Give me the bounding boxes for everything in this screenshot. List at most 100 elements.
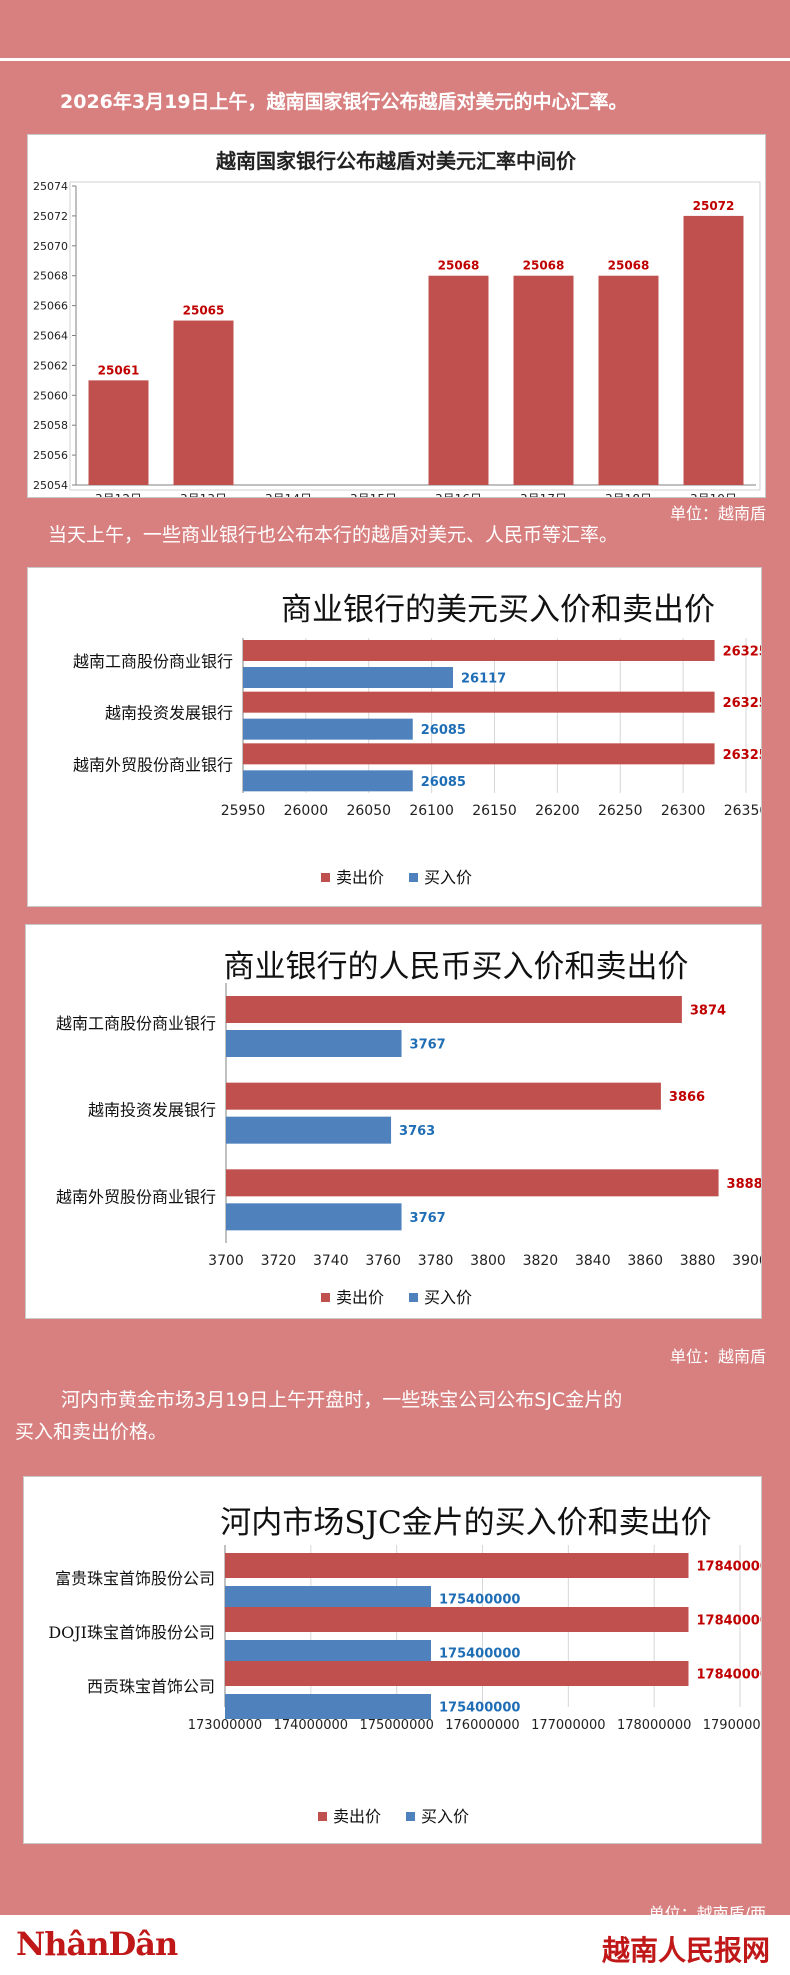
category-label: 西贡珠宝首饰公司 bbox=[87, 1677, 215, 1696]
bar bbox=[513, 275, 574, 485]
x-tick-label: 25950 bbox=[221, 803, 266, 819]
category-label: 越南外贸股份商业银行 bbox=[56, 1187, 216, 1206]
x-tick-label: 3月17日 bbox=[520, 492, 567, 497]
buy-bar bbox=[243, 770, 413, 792]
gold-chart: 河内市场SJC金片的买入价和卖出价 173000000 174000000 17500… bbox=[48, 1505, 762, 1826]
bar bbox=[598, 275, 659, 485]
data-label: 26325 bbox=[723, 748, 761, 763]
usd-card: 商业银行的美元买入价和卖出价 25950 26000 26050 26100 26150 2… bbox=[28, 568, 761, 906]
legend-swatch-sell bbox=[318, 1812, 327, 1821]
x-tick-label: 26200 bbox=[535, 803, 580, 819]
x-tick-label: 26050 bbox=[346, 803, 391, 819]
x-tick-label: 3780 bbox=[418, 1253, 454, 1269]
x-tick-label: 26150 bbox=[472, 803, 517, 819]
gold-intro-line-b: 买入和卖出价格。 bbox=[15, 1421, 168, 1443]
y-tick-label: 25070 bbox=[33, 240, 68, 253]
cny-card: 商业银行的人民币买入价和卖出价 3700 3720 3740 3760 3780 3800 3… bbox=[26, 925, 761, 1318]
category-label: 越南外贸股份商业银行 bbox=[73, 755, 233, 774]
sell-bar bbox=[226, 1082, 661, 1110]
y-tick-label: 25056 bbox=[33, 449, 68, 462]
buy-bar bbox=[226, 1203, 402, 1231]
data-label: 3767 bbox=[410, 1038, 446, 1053]
x-tick-label: 173000000 bbox=[188, 1718, 262, 1733]
data-label: 25072 bbox=[693, 199, 735, 213]
data-label: 178400000 bbox=[697, 1668, 762, 1683]
data-label: 25061 bbox=[98, 363, 140, 377]
y-tick-label: 25060 bbox=[33, 389, 68, 402]
legend-swatch-sell bbox=[321, 873, 330, 882]
x-tick-label: 3840 bbox=[575, 1253, 611, 1269]
x-tick-label: 26100 bbox=[409, 803, 454, 819]
x-tick-label: 26350 bbox=[724, 803, 761, 819]
data-label: 26117 bbox=[461, 672, 506, 687]
sell-bar bbox=[243, 743, 715, 765]
legend-swatch-buy bbox=[409, 873, 418, 882]
x-tick-label: 3760 bbox=[365, 1253, 401, 1269]
sell-bar bbox=[225, 1607, 689, 1632]
gold-intro: 河内市黄金市场3月19日上午开盘时，一些珠宝公司公布SJC金片的 买入和卖出价格… bbox=[15, 1384, 775, 1448]
sell-bar bbox=[243, 691, 715, 713]
data-label: 175400000 bbox=[439, 1593, 520, 1608]
legend-swatch-sell bbox=[321, 1293, 330, 1302]
x-tick-label: 3月12日 bbox=[95, 492, 142, 497]
category-label: 越南投资发展银行 bbox=[105, 704, 233, 723]
sell-bar bbox=[225, 1661, 689, 1686]
x-tick-label: 3月13日 bbox=[180, 492, 227, 497]
footer-bar: NhânDân 越南人民报网 bbox=[0, 1915, 790, 1975]
sell-bar bbox=[243, 640, 715, 661]
y-tick-label: 25074 bbox=[33, 180, 68, 193]
central-rate-card: 越南国家银行公布越盾对美元汇率中间价 25054 25056 25058 25060 25… bbox=[28, 135, 765, 497]
x-tick-label: 178000000 bbox=[617, 1718, 691, 1733]
x-tick-label: 179000000 bbox=[703, 1718, 761, 1733]
legend-label-sell: 卖出价 bbox=[336, 868, 384, 887]
legend-label-buy: 买入价 bbox=[421, 1807, 469, 1826]
data-label: 178400000 bbox=[697, 1560, 762, 1575]
data-label: 26085 bbox=[421, 723, 466, 738]
x-tick-label: 3月16日 bbox=[435, 492, 482, 497]
legend-label-sell: 卖出价 bbox=[336, 1288, 384, 1307]
x-tick-label: 176000000 bbox=[445, 1718, 519, 1733]
sell-bar bbox=[225, 1553, 689, 1578]
site-name-logo[interactable]: 越南人民报网 bbox=[601, 1934, 770, 1967]
data-label: 3874 bbox=[690, 1004, 726, 1019]
x-tick-label: 3月14日 bbox=[265, 492, 312, 497]
nhandan-logo[interactable]: NhânDân bbox=[16, 1925, 178, 1963]
category-label: 越南工商股份商业银行 bbox=[56, 1014, 216, 1033]
category-label: 越南投资发展银行 bbox=[88, 1101, 216, 1120]
buy-bar bbox=[226, 1116, 392, 1144]
bar bbox=[173, 320, 234, 485]
bar bbox=[428, 275, 489, 485]
x-tick-label: 3860 bbox=[627, 1253, 663, 1269]
cny-chart: 商业银行的人民币买入价和卖出价 3700 3720 3740 3760 3780 3800 3… bbox=[56, 949, 761, 1307]
x-tick-label: 3800 bbox=[470, 1253, 506, 1269]
data-label: 175400000 bbox=[439, 1701, 520, 1716]
bar bbox=[683, 215, 744, 485]
x-tick-label: 3月15日 bbox=[350, 492, 397, 497]
x-tick-label: 3900 bbox=[732, 1253, 761, 1269]
central-rate-chart: 越南国家银行公布越盾对美元汇率中间价 25054 25056 25058 25060 25… bbox=[33, 149, 761, 497]
chart-title: 越南国家银行公布越盾对美元汇率中间价 bbox=[215, 149, 577, 173]
data-label: 3866 bbox=[669, 1090, 705, 1105]
gold-card: 河内市场SJC金片的买入价和卖出价 173000000 174000000 17500… bbox=[24, 1477, 761, 1843]
x-tick-label: 26300 bbox=[661, 803, 706, 819]
x-tick-label: 3720 bbox=[261, 1253, 297, 1269]
category-label: DOJI珠宝首饰股份公司 bbox=[48, 1623, 215, 1642]
x-tick-label: 26000 bbox=[284, 803, 329, 819]
legend-swatch-buy bbox=[406, 1812, 415, 1821]
x-tick-label: 3月18日 bbox=[605, 492, 652, 497]
y-tick-label: 25068 bbox=[33, 270, 68, 283]
data-label: 178400000 bbox=[697, 1614, 762, 1629]
x-tick-label: 3880 bbox=[680, 1253, 716, 1269]
data-label: 25068 bbox=[608, 259, 650, 273]
x-tick-label: 175000000 bbox=[359, 1718, 433, 1733]
legend-label-sell: 卖出价 bbox=[333, 1807, 381, 1826]
chart-title: 商业银行的美元买入价和卖出价 bbox=[281, 592, 715, 628]
buy-bar bbox=[243, 718, 413, 740]
y-tick-label: 25062 bbox=[33, 359, 68, 372]
category-label: 富贵珠宝首饰股份公司 bbox=[55, 1569, 215, 1588]
buy-bar bbox=[243, 667, 454, 688]
category-label: 越南工商股份商业银行 bbox=[73, 652, 233, 671]
plot-frame bbox=[69, 181, 761, 491]
x-tick-label: 3740 bbox=[313, 1253, 349, 1269]
unit-label-central: 单位：越南盾 bbox=[669, 504, 766, 523]
